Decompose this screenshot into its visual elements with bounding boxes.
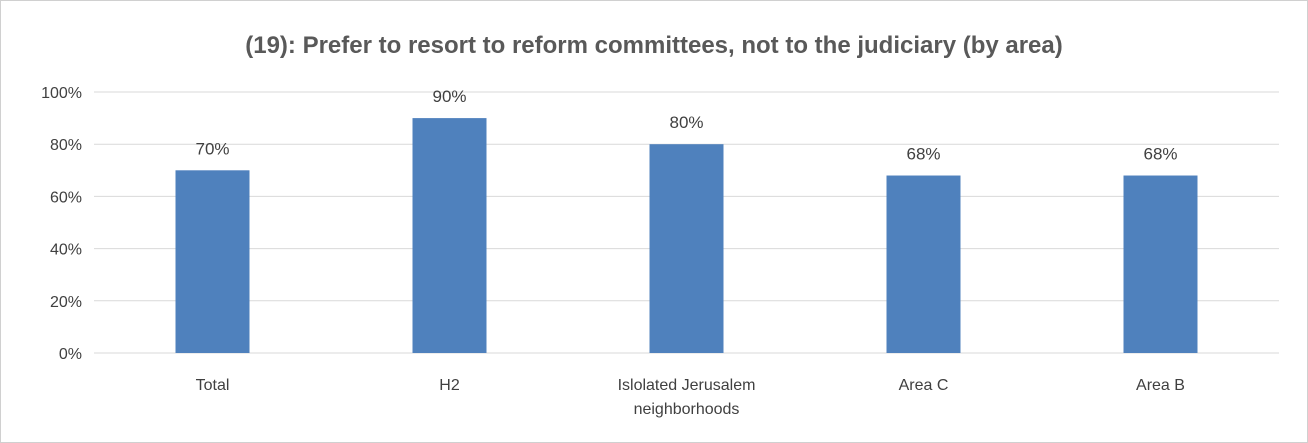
bars bbox=[175, 118, 1198, 353]
data-label: 90% bbox=[432, 87, 466, 106]
y-tick-label: 40% bbox=[50, 242, 82, 259]
chart-title: (19): Prefer to resort to reform committ… bbox=[245, 32, 1063, 59]
bar bbox=[175, 170, 250, 353]
y-tick-label: 100% bbox=[41, 85, 82, 102]
y-tick-label: 20% bbox=[50, 294, 82, 311]
data-label: 70% bbox=[195, 139, 229, 158]
bar bbox=[649, 144, 724, 353]
x-category-label: H2 bbox=[439, 377, 460, 394]
y-tick-label: 80% bbox=[50, 137, 82, 154]
bar bbox=[1123, 175, 1198, 353]
x-category-label: Area C bbox=[899, 377, 949, 394]
bar bbox=[886, 175, 961, 353]
x-category-label: Total bbox=[196, 377, 230, 394]
bar bbox=[412, 118, 487, 353]
y-axis-ticks: 0% 20% 40% 60% 80% 100% bbox=[41, 85, 82, 363]
y-tick-label: 0% bbox=[59, 346, 82, 363]
y-tick-label: 60% bbox=[50, 189, 82, 206]
x-category-label: Islolated Jerusalem bbox=[618, 377, 756, 394]
data-labels: 70% 90% 80% 68% 68% bbox=[195, 87, 1177, 163]
x-axis-categories: Total H2 Islolated Jerusalem neighborhoods A… bbox=[196, 377, 1185, 418]
x-category-label: neighborhoods bbox=[634, 401, 740, 418]
data-label: 80% bbox=[669, 113, 703, 132]
data-label: 68% bbox=[906, 145, 940, 164]
data-label: 68% bbox=[1143, 145, 1177, 164]
x-category-label: Area B bbox=[1136, 377, 1185, 394]
